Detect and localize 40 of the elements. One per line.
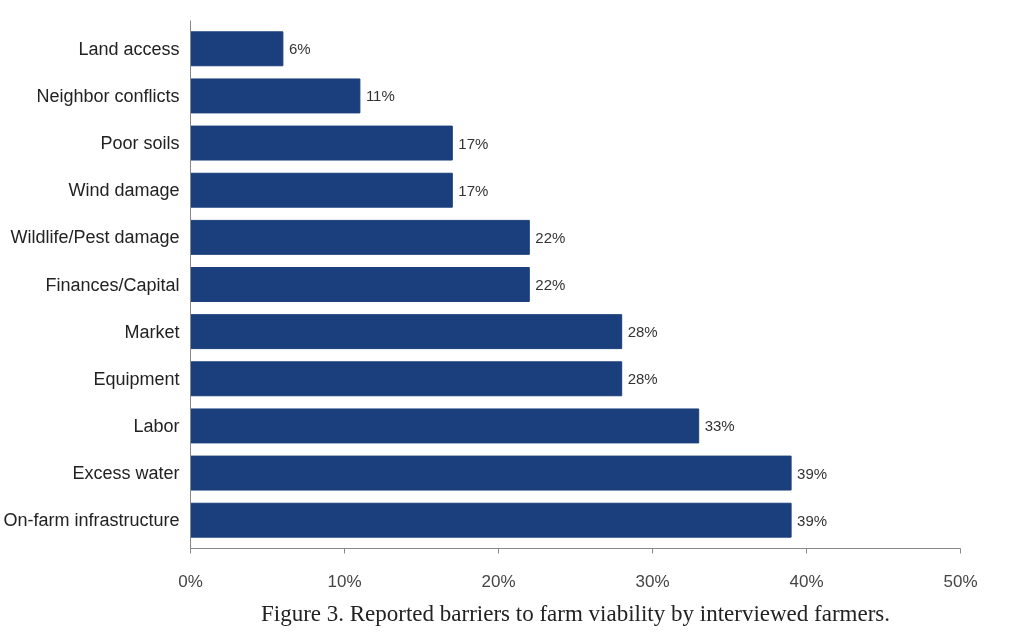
y-tick-label: Labor — [133, 415, 180, 436]
data-label: 6% — [288, 40, 311, 58]
x-tick-label: 40% — [789, 571, 824, 591]
y-tick-label: Land access — [78, 38, 180, 59]
data-label: 11% — [365, 87, 395, 105]
data-label: 22% — [535, 228, 566, 246]
bar — [190, 455, 792, 491]
bar — [190, 172, 453, 208]
x-tick-label: 10% — [327, 571, 362, 591]
x-tick-label: 50% — [943, 571, 978, 591]
y-tick-label: Finances/Capital — [45, 274, 180, 295]
bar — [190, 502, 792, 538]
x-tick-label: 20% — [481, 571, 516, 591]
x-tick-label: 30% — [635, 571, 670, 591]
y-tick-label: On-farm infrastructure — [3, 510, 180, 531]
data-label: 17% — [458, 134, 489, 152]
data-label: 39% — [797, 511, 828, 529]
data-label: 28% — [627, 370, 658, 388]
bar — [190, 314, 623, 350]
data-label: 17% — [458, 181, 489, 199]
y-tick-label: Market — [124, 321, 180, 342]
y-tick-label: Wind damage — [68, 180, 180, 201]
y-tick-label: Wildlife/Pest damage — [10, 227, 180, 248]
bar — [190, 31, 284, 67]
y-tick-label: Neighbor conflicts — [36, 85, 180, 106]
bar — [190, 361, 623, 397]
y-tick-label: Excess water — [72, 463, 180, 484]
data-label: 39% — [797, 464, 828, 482]
caption: Figure 3. Reported barriers to farm viability by interviewed farmers. — [260, 600, 891, 626]
bar — [190, 408, 700, 444]
data-label: 28% — [627, 323, 658, 341]
data-label: 33% — [704, 417, 735, 435]
y-tick-label: Poor soils — [100, 133, 180, 154]
bar — [190, 219, 530, 255]
y-tick-label: Equipment — [93, 368, 180, 389]
bar — [190, 125, 453, 161]
data-label: 22% — [535, 276, 566, 293]
bar — [190, 78, 361, 114]
bar — [190, 267, 530, 302]
x-tick-label: 0% — [178, 571, 203, 591]
